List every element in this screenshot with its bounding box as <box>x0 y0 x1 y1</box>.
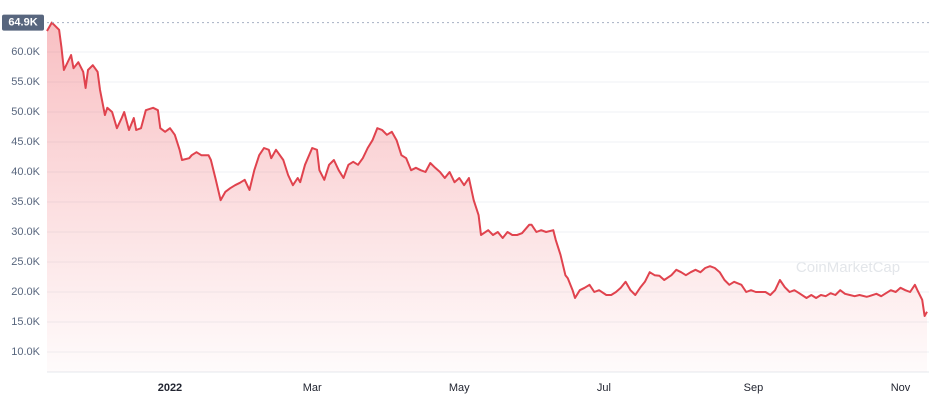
x-tick-label: Mar <box>303 382 322 394</box>
y-tick-label: 30.0K <box>11 226 40 238</box>
x-tick-label: Nov <box>891 382 911 394</box>
y-tick-label: 40.0K <box>11 166 40 178</box>
y-tick-label: 60.0K <box>11 46 40 58</box>
price-line <box>46 21 928 317</box>
y-tick-label: 35.0K <box>11 196 40 208</box>
y-tick-label: 50.0K <box>11 106 40 118</box>
y-tick-label: 10.0K <box>11 346 40 358</box>
x-tick-label: Jul <box>597 382 611 394</box>
high-label: 64.9K <box>8 17 37 29</box>
watermark: CoinMarketCap <box>796 259 900 276</box>
y-tick-label: 25.0K <box>11 256 40 268</box>
x-tick-label: May <box>449 382 470 394</box>
area-fill <box>47 22 927 372</box>
y-tick-label: 45.0K <box>11 136 40 148</box>
y-tick-label: 15.0K <box>11 316 40 328</box>
y-tick-label: 20.0K <box>11 286 40 298</box>
y-tick-label: 55.0K <box>11 76 40 88</box>
x-tick-label: 2022 <box>158 382 182 394</box>
x-tick-label: Sep <box>744 382 764 394</box>
high-label-box <box>2 14 44 31</box>
